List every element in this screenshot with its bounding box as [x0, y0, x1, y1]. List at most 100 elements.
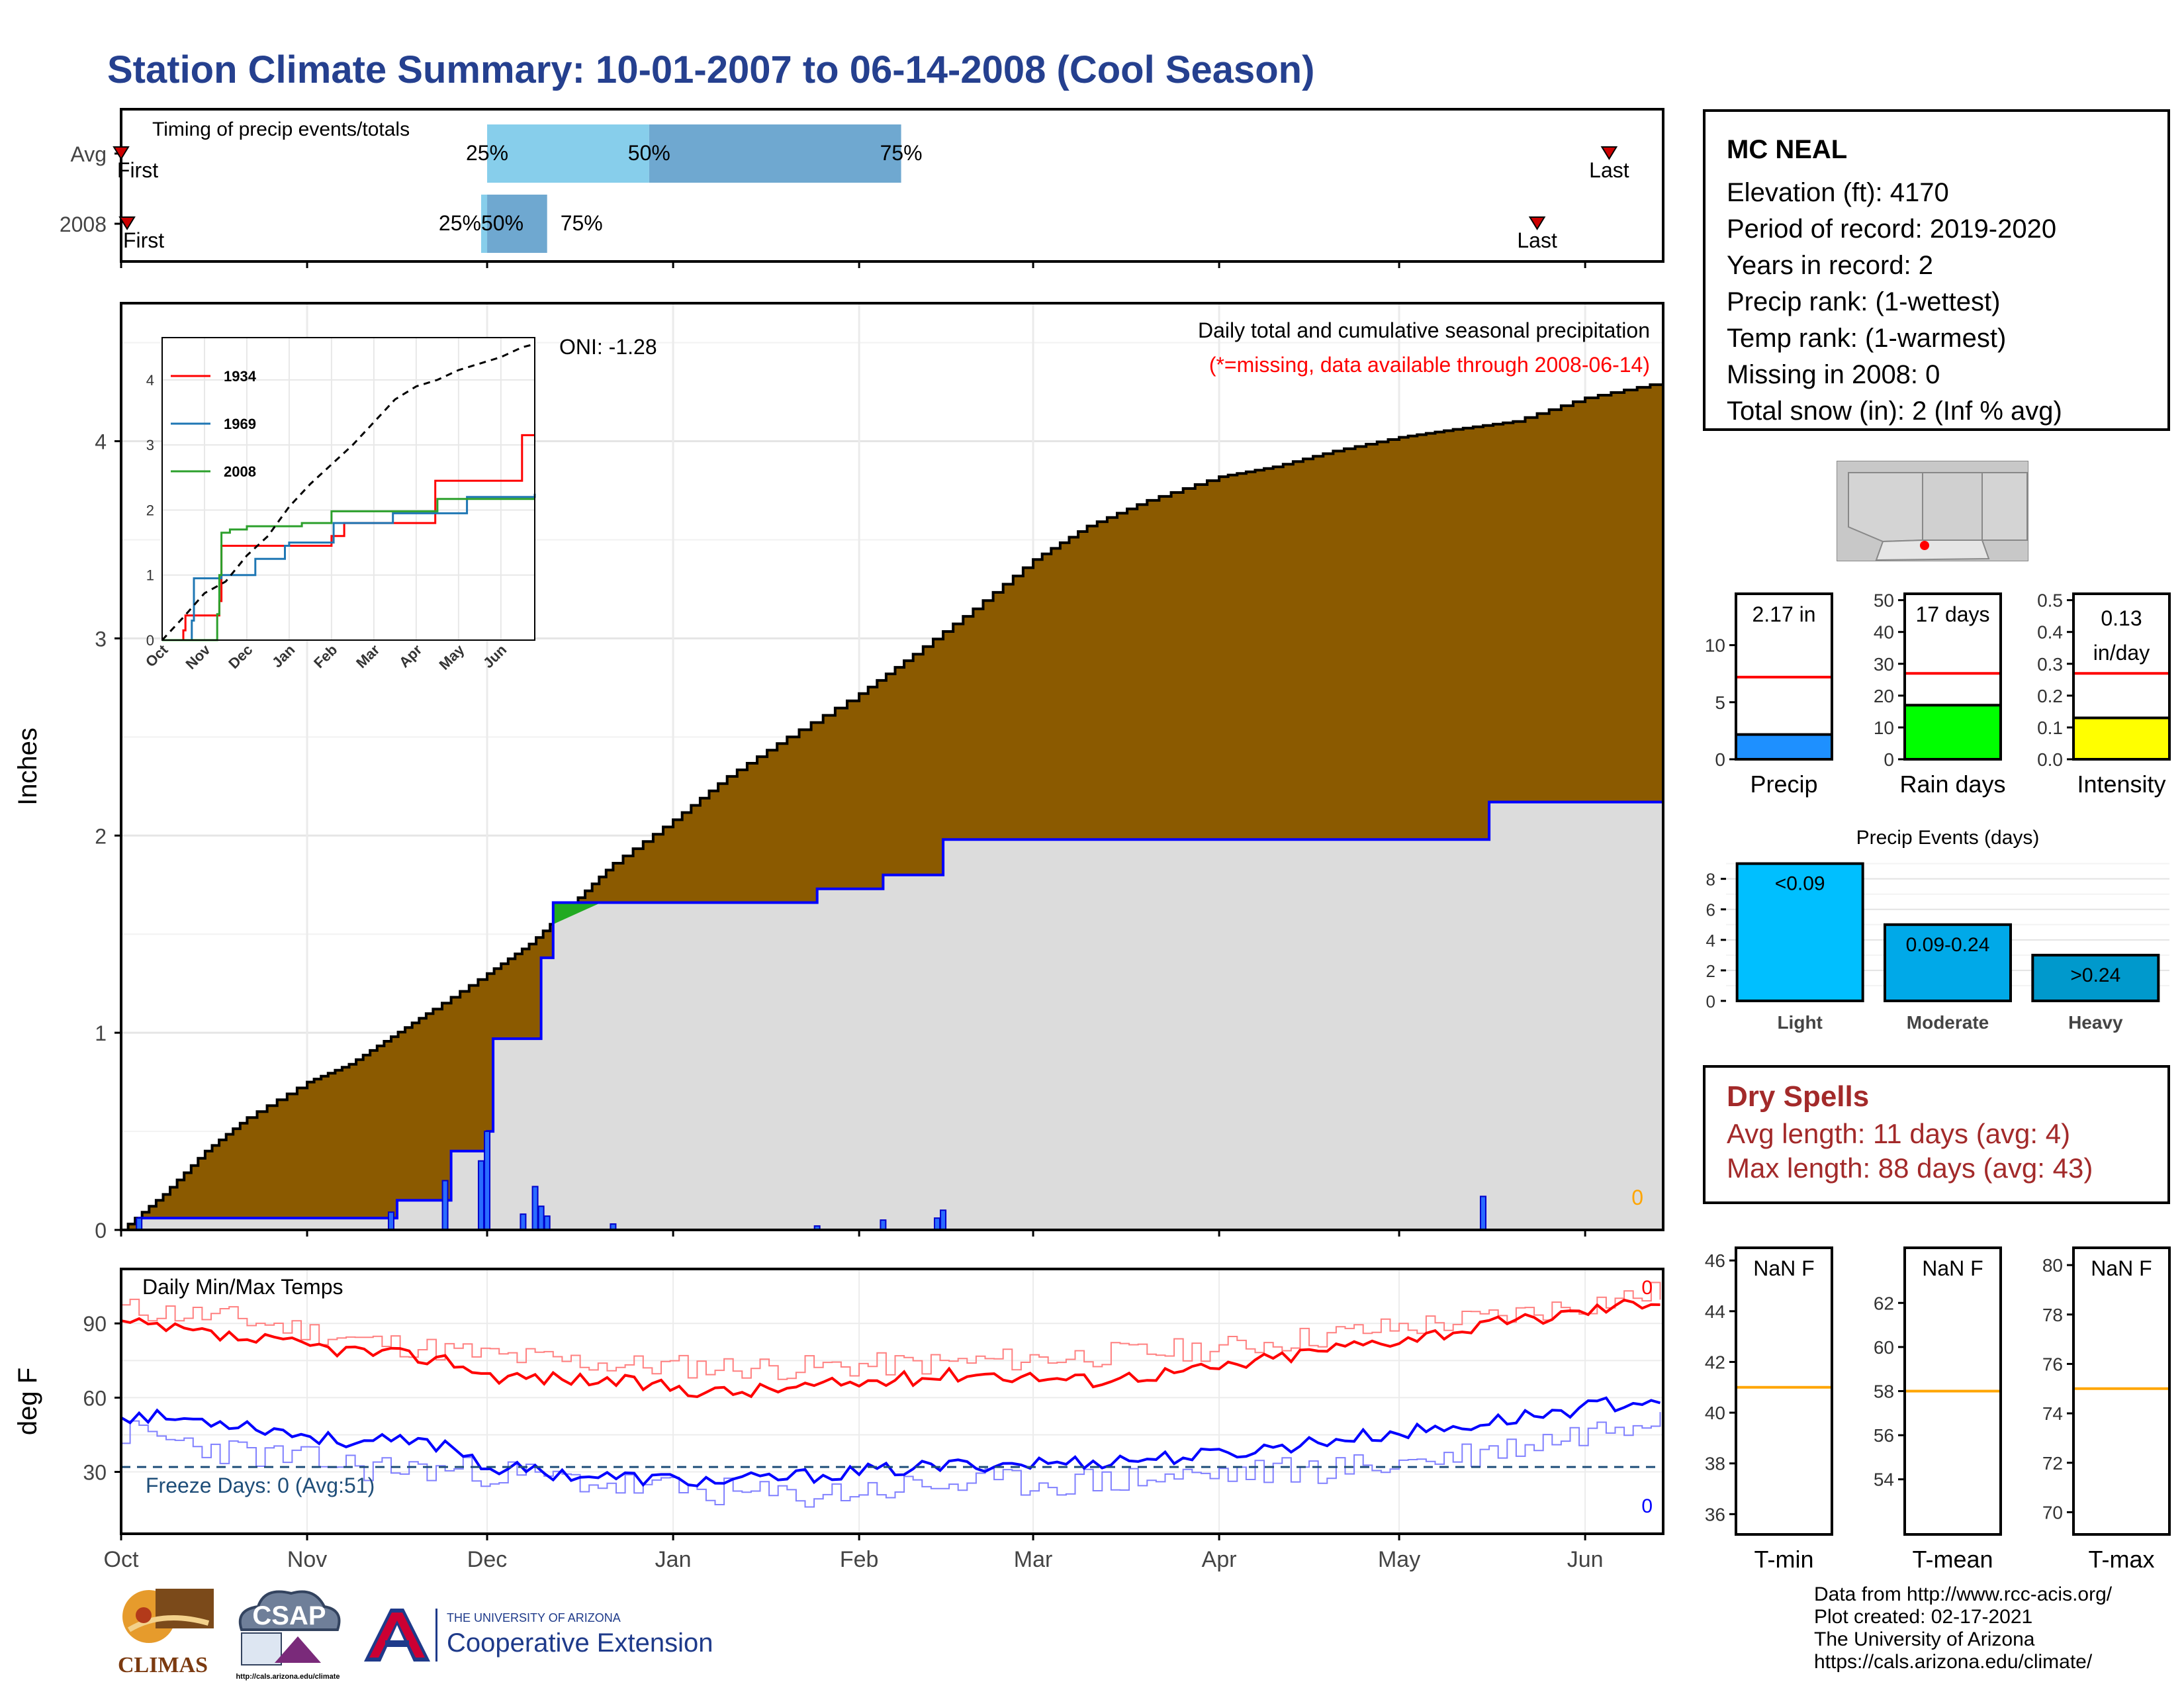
- events-bar: [1735, 862, 1864, 1002]
- station-detail-line: Period of record: 2019-2020: [1727, 214, 2057, 244]
- intensity-border: [2072, 592, 2171, 761]
- csap-cloud-icon: CSAP: [238, 1590, 341, 1665]
- csap-url: http://cals.arizona.edu/climate: [236, 1673, 340, 1681]
- events-bar-label: 0.09-0.24: [1906, 934, 1990, 956]
- quartile-bar-low: [480, 195, 488, 253]
- tmax-gauge-tick-label: 70: [2042, 1502, 2063, 1523]
- last-marker: [1600, 146, 1618, 160]
- tmean-gauge-xlabel: T-mean: [1912, 1546, 1993, 1573]
- intensity-tick-label: 0.5: [2037, 590, 2063, 611]
- y-tick-label: 4: [95, 430, 107, 454]
- q75-label: 75%: [561, 211, 603, 235]
- climas-logo: CLIMAS: [109, 1583, 216, 1677]
- rain-days-tick-label: 50: [1874, 590, 1894, 611]
- rain-days-label: 17 days: [1915, 602, 1989, 626]
- climas-wordmark: CLIMAS: [117, 1653, 208, 1677]
- events-title: Precip Events (days): [1856, 827, 2040, 849]
- x-tick-label: May: [1378, 1547, 1420, 1572]
- university-a-icon: [364, 1609, 430, 1662]
- rain-days-border: [1903, 592, 2002, 761]
- inset-y-tick-label: 3: [146, 437, 154, 453]
- first-label: First: [117, 158, 158, 182]
- events-category-label: Heavy: [2068, 1012, 2123, 1033]
- inset-panel-border: [161, 337, 535, 641]
- tmax-line: [120, 1298, 1661, 1399]
- intensity-tick-label: 0.0: [2037, 749, 2063, 770]
- station-detail-line: Years in record: 2: [1727, 251, 1934, 280]
- missing-count: 0: [1631, 1186, 1643, 1209]
- daily-precip-bar: [520, 1213, 527, 1231]
- last-marker: [1528, 216, 1546, 230]
- station-map: [1836, 460, 2029, 562]
- station-detail-line: Precip rank: (1-wettest): [1727, 287, 2001, 316]
- ua-line2: Cooperative Extension: [447, 1628, 713, 1658]
- tmax-gauge-label: NaN F: [2091, 1256, 2152, 1280]
- tmin-gauge-tick-label: 40: [1705, 1403, 1725, 1423]
- tmean-gauge-tick-label: 62: [1874, 1293, 1894, 1313]
- x-tick-label: Feb: [840, 1547, 879, 1572]
- rain-days-tick-label: 0: [1884, 749, 1894, 770]
- last-label: Last: [1589, 158, 1629, 182]
- q25-label: 25%: [466, 141, 508, 165]
- events-bar-label: <0.09: [1775, 873, 1825, 895]
- timing-row-label: Avg: [70, 142, 107, 166]
- x-tick-label: Oct: [104, 1547, 139, 1572]
- dry-spells-avg: Avg length: 11 days (avg: 4): [1727, 1118, 2071, 1149]
- station-details: Elevation (ft): 4170 Period of record: 20…: [1727, 175, 2167, 430]
- rain-days-tick-label: 30: [1874, 654, 1894, 675]
- intensity-label-unit: in/day: [2093, 641, 2150, 665]
- credits: Data from http://www.rcc-acis.org/Plot c…: [1814, 1583, 2112, 1673]
- events-tick-label: 0: [1706, 992, 1715, 1011]
- timing-row-label: 2008: [60, 212, 107, 236]
- intensity-tick-label: 0.1: [2037, 718, 2063, 738]
- inset-panel-bg: [162, 338, 535, 640]
- rain-days-tick-label: 10: [1874, 718, 1894, 738]
- tmax-gauge-tick-label: 74: [2042, 1403, 2063, 1424]
- intensity-xlabel: Intensity: [2077, 771, 2165, 798]
- dry-spells-max: Max length: 88 days (avg: 43): [1727, 1152, 2093, 1184]
- csap-logo: CSAP http://cals.arizona.edu/climate: [228, 1583, 347, 1683]
- tmean-gauge-tick-label: 60: [1874, 1337, 1894, 1358]
- events-bar: [2031, 953, 2160, 1002]
- tmax-missing-label: 0: [1641, 1277, 1653, 1299]
- tmax-gauge-tick-label: 80: [2042, 1255, 2063, 1276]
- first-marker: [118, 216, 136, 230]
- station-detail-line: Elevation (ft): 4170: [1727, 178, 1949, 207]
- tmin-gauge-bg: [1736, 1248, 1832, 1534]
- ua-logo: THE UNIVERSITY OF ARIZONA Cooperative Ex…: [357, 1602, 754, 1668]
- events-category-label: Light: [1777, 1012, 1822, 1033]
- cumulative-panel-border: [120, 302, 1664, 1231]
- credit-line: The University of Arizona: [1814, 1628, 2035, 1650]
- daily-precip-bar: [543, 1215, 551, 1231]
- station-location-marker: [1920, 541, 1929, 550]
- quartile-bar-high: [649, 124, 901, 183]
- rain-days-tick-label: 20: [1874, 686, 1894, 706]
- events-category-label: Moderate: [1907, 1012, 1989, 1033]
- tmean-gauge-label: NaN F: [1922, 1256, 1983, 1280]
- daily-precip-bar: [537, 1205, 545, 1231]
- precip-total-xlabel: Precip: [1750, 771, 1817, 798]
- events-tick-label: 6: [1706, 900, 1715, 920]
- credit-line: Data from http://www.rcc-acis.org/: [1814, 1583, 2113, 1605]
- inset-series-2008: [162, 498, 535, 641]
- credit-line: Plot created: 02-17-2021: [1814, 1606, 2033, 1628]
- temp-panel-bg: [121, 1269, 1663, 1534]
- tmean-gauge-tick-label: 54: [1874, 1470, 1894, 1490]
- daily-precip-bar: [387, 1211, 394, 1231]
- dry-spells-panel: Dry Spells Avg length: 11 days (avg: 4) …: [1703, 1065, 2170, 1204]
- rain-days-xlabel: Rain days: [1899, 771, 2005, 798]
- inset-y-tick-label: 2: [146, 502, 154, 518]
- daily-precip-bar: [136, 1217, 143, 1231]
- daily-precip-bar: [880, 1219, 887, 1231]
- y-tick-label: 0: [95, 1219, 107, 1243]
- precip-total-tick-label: 0: [1715, 749, 1725, 770]
- quartile-bar-low: [487, 124, 649, 183]
- daily-precip-bar: [484, 1131, 491, 1231]
- temp-panel-border: [120, 1268, 1664, 1535]
- first-label: First: [123, 228, 164, 252]
- y-tick-label: 1: [95, 1021, 107, 1045]
- above-average-area: [553, 902, 602, 925]
- temp-title: Daily Min/Max Temps: [142, 1275, 343, 1299]
- daily-precip-bar: [940, 1209, 947, 1231]
